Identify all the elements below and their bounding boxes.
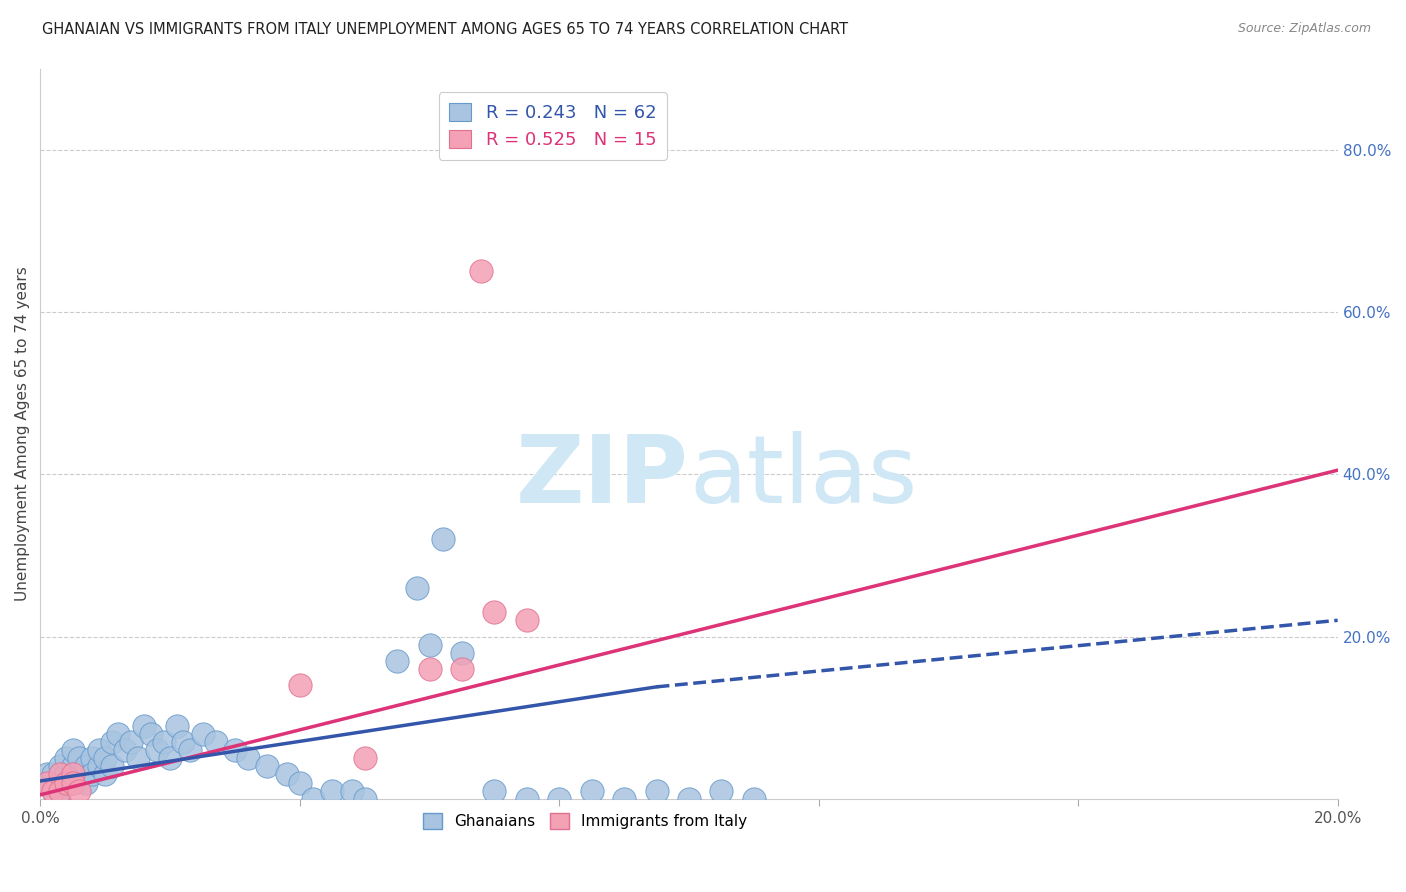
Point [114,743,136,757]
Point [548,792,571,806]
Point [516,613,538,627]
Point [94,751,117,765]
Point [484,605,506,619]
Point [353,792,375,806]
Point [236,751,259,765]
Point [100,759,122,773]
Point [419,662,441,676]
Point [340,783,363,797]
Point [87,743,110,757]
Point [35,775,58,789]
Point [62,759,84,773]
Point [62,775,84,789]
Point [419,638,441,652]
Point [405,581,427,595]
Point [55,767,77,781]
Point [35,767,58,781]
Point [204,735,226,749]
Point [166,719,188,733]
Point [42,783,65,797]
Point [49,775,72,789]
Point [55,775,77,789]
Point [710,783,733,797]
Point [87,759,110,773]
Point [107,727,129,741]
Text: atlas: atlas [689,432,917,524]
Point [94,767,117,781]
Point [75,759,97,773]
Point [301,792,323,806]
Point [67,783,90,797]
Point [581,783,603,797]
Point [55,751,77,765]
Point [82,767,104,781]
Point [62,775,84,789]
Point [75,775,97,789]
Point [451,646,474,660]
Point [42,767,65,781]
Legend: Ghanaians, Immigrants from Italy: Ghanaians, Immigrants from Italy [418,806,754,835]
Point [191,727,214,741]
Y-axis label: Unemployment Among Ages 65 to 74 years: Unemployment Among Ages 65 to 74 years [15,267,30,601]
Point [516,792,538,806]
Point [224,743,246,757]
Point [82,751,104,765]
Point [179,743,201,757]
Point [55,775,77,789]
Point [146,743,169,757]
Point [62,767,84,781]
Point [120,735,142,749]
Point [484,783,506,797]
Point [172,735,194,749]
Text: ZIP: ZIP [516,432,689,524]
Point [67,767,90,781]
Text: Source: ZipAtlas.com: Source: ZipAtlas.com [1237,22,1371,36]
Point [353,751,375,765]
Point [432,532,454,546]
Point [62,743,84,757]
Point [256,759,278,773]
Point [321,783,343,797]
Point [645,783,668,797]
Point [288,775,311,789]
Point [159,751,181,765]
Point [49,783,72,797]
Text: GHANAIAN VS IMMIGRANTS FROM ITALY UNEMPLOYMENT AMONG AGES 65 TO 74 YEARS CORRELA: GHANAIAN VS IMMIGRANTS FROM ITALY UNEMPL… [42,22,848,37]
Point [127,751,149,765]
Point [742,792,765,806]
Point [152,735,174,749]
Point [134,719,156,733]
Point [385,654,408,668]
Point [35,775,58,789]
Point [288,678,311,692]
Point [470,264,492,278]
Point [678,792,700,806]
Point [100,735,122,749]
Point [613,792,636,806]
Point [451,662,474,676]
Point [49,783,72,797]
Point [139,727,162,741]
Point [276,767,298,781]
Point [49,767,72,781]
Point [49,759,72,773]
Point [67,751,90,765]
Point [42,783,65,797]
